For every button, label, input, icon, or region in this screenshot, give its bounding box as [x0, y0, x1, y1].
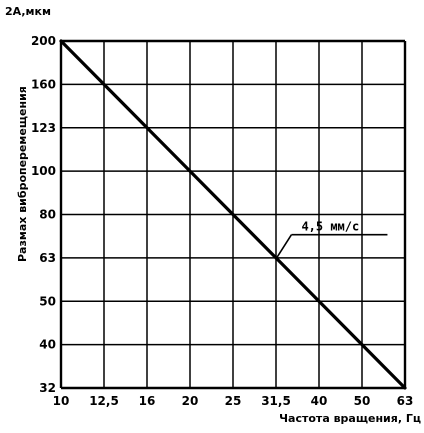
- y-tick-label: 32: [39, 381, 56, 395]
- series-line: [59, 39, 407, 390]
- x-axis-title: Частота вращения, Гц: [279, 412, 421, 425]
- y-tick-label: 40: [39, 338, 56, 352]
- x-tick-label: 50: [354, 394, 371, 408]
- x-tick-label: 12,5: [89, 394, 119, 408]
- y-tick-label: 160: [31, 77, 56, 91]
- annotation-layer: 4,5 мм/с: [274, 220, 388, 261]
- y-tick-labels: 200 160 123 100 80 63 50 40 32: [31, 34, 56, 395]
- x-tick-label: 20: [182, 394, 199, 408]
- annotation-label: 4,5 мм/с: [301, 220, 359, 234]
- x-tick-label: 63: [397, 394, 414, 408]
- x-tick-label: 10: [53, 394, 70, 408]
- y-tick-label: 123: [31, 121, 56, 135]
- y-axis-title: Размах виброперемещения: [16, 86, 29, 262]
- series-layer: [59, 39, 407, 390]
- y-tick-label: 63: [39, 251, 56, 265]
- y-tick-label: 50: [39, 294, 56, 308]
- y-tick-label: 80: [39, 208, 56, 222]
- y-tick-label: 200: [31, 34, 56, 48]
- x-tick-label: 40: [311, 394, 328, 408]
- x-tick-label: 25: [225, 394, 242, 408]
- y-tick-label: 100: [31, 164, 56, 178]
- x-tick-label: 31,5: [261, 394, 291, 408]
- x-tick-label: 16: [139, 394, 156, 408]
- y-axis-unit-label: 2A,мкм: [5, 5, 51, 18]
- x-tick-labels: 10 12,5 16 20 25 31,5 40 50 63: [53, 394, 414, 408]
- annotation-leader: [274, 234, 293, 261]
